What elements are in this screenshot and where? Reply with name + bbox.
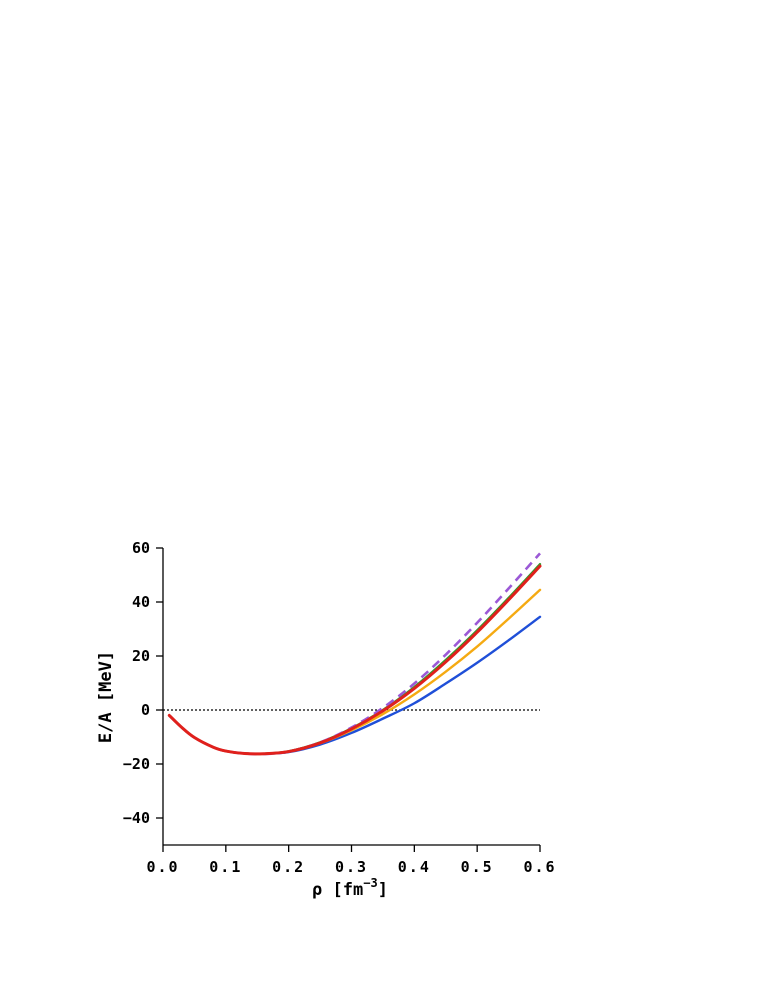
series-line-4	[168, 552, 541, 756]
series-line-5	[167, 564, 542, 756]
y-tick-label: 0	[141, 701, 150, 719]
x-tick-label: 0.3	[335, 858, 368, 876]
x-axis-title-main: ρ [fm	[312, 880, 363, 900]
x-tick-label: 0.2	[272, 858, 305, 876]
axes-layer: −40 −20 0 20 40 60 0.0 0.1 0.2 0.3 0.4 0.5 0.6	[123, 539, 556, 876]
x-tick-label: 0.1	[209, 858, 242, 876]
x-axis-title: ρ [fm−3]	[312, 876, 388, 900]
x-tick-label: 0.5	[461, 858, 494, 876]
y-tick-label: −20	[123, 755, 150, 773]
series-layer	[167, 552, 542, 756]
x-tick-label: 0.4	[398, 858, 431, 876]
series-line-2	[168, 588, 542, 756]
x-tick-label: 0.6	[523, 858, 556, 876]
y-axis-title: E/A [MeV]	[96, 651, 116, 743]
series-line-1	[168, 615, 542, 756]
y-tick-label: 20	[132, 647, 150, 665]
y-tick-label: −40	[123, 809, 150, 827]
x-tick-label: 0.0	[146, 858, 179, 876]
x-axis-title-exponent: −3	[363, 876, 377, 890]
y-tick-label: 60	[132, 539, 150, 557]
y-tick-label: 40	[132, 593, 150, 611]
x-axis-title-close: ]	[378, 880, 388, 900]
